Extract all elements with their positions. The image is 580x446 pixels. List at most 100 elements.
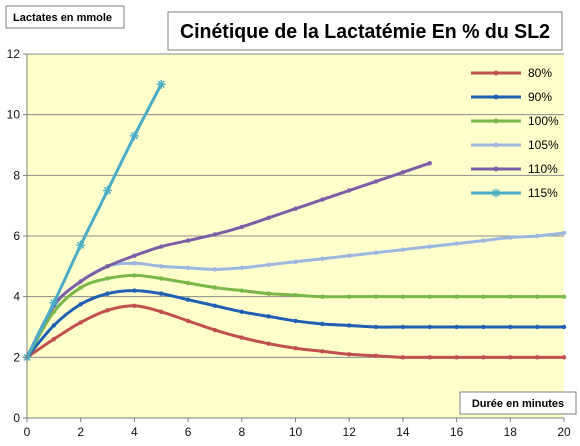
legend-item-105pct: 105% [471, 138, 559, 152]
series-point-80pct-20 [561, 355, 567, 360]
series-point-90pct-10 [293, 318, 298, 324]
series-point-90pct-13 [373, 324, 379, 330]
series-point-80pct-6 [185, 318, 191, 324]
series-point-105pct-10 [293, 259, 298, 264]
legend-marker-80pct [493, 70, 499, 76]
legend-label-80pct: 80% [528, 66, 552, 80]
series-point-80pct-18 [508, 355, 513, 360]
series-point-90pct-4 [132, 288, 137, 293]
legend-item-110pct: 110% [471, 162, 558, 176]
x-axis-label: Durée en minutes [472, 398, 564, 410]
series-point-110pct-9 [266, 215, 271, 220]
series-point-105pct-14 [400, 247, 406, 252]
x-tick-label-8: 16 [450, 425, 464, 439]
series-point-80pct-15 [427, 355, 432, 360]
series-point-110pct-6 [185, 238, 191, 243]
series-point-90pct-2 [78, 302, 83, 307]
series-point-105pct-7 [212, 267, 218, 272]
legend-marker-105pct [493, 142, 499, 148]
legend-label-100pct: 100% [528, 114, 559, 128]
series-point-100pct-7 [212, 285, 218, 290]
legend-label-110pct: 110% [528, 162, 558, 176]
x-tick-label-4: 8 [238, 425, 245, 439]
x-tick-label-1: 2 [77, 425, 84, 439]
series-point-115pct-1 [49, 298, 59, 308]
series-point-105pct-15 [427, 244, 432, 249]
series-point-105pct-20 [561, 230, 567, 236]
series-point-110pct-11 [320, 197, 325, 202]
y-tick-label-6: 12 [7, 47, 21, 61]
legend-item-80pct: 80% [471, 66, 552, 80]
x-tick-label-6: 12 [343, 425, 357, 439]
series-point-100pct-4 [132, 273, 137, 278]
series-point-110pct-4 [132, 253, 137, 258]
series-point-80pct-12 [347, 352, 352, 357]
legend-label-90pct: 90% [528, 90, 552, 104]
series-point-110pct-2 [78, 279, 83, 284]
x-axis-label-box: Durée en minutes [459, 391, 577, 415]
series-point-90pct-1 [51, 323, 57, 328]
legend-marker-90pct [493, 94, 499, 100]
series-point-100pct-3 [105, 276, 110, 281]
series-point-90pct-3 [105, 291, 110, 296]
legend-item-115pct: 115% [471, 186, 558, 200]
series-point-110pct-3 [105, 264, 110, 269]
series-point-110pct-15 [427, 161, 432, 166]
series-point-115pct-5 [156, 79, 166, 89]
series-point-100pct-18 [508, 294, 513, 299]
series-point-100pct-13 [373, 294, 379, 299]
chart-title-box: Cinétique de la Lactatémie En % du SL2 [167, 11, 563, 51]
series-point-110pct-14 [400, 170, 406, 175]
series-point-100pct-8 [239, 288, 244, 293]
series-point-80pct-10 [293, 346, 298, 351]
series-point-90pct-14 [400, 324, 406, 330]
legend-label-105pct: 105% [528, 138, 559, 152]
legend-label-115pct: 115% [528, 186, 558, 200]
x-tick-label-7: 14 [396, 425, 410, 439]
series-point-100pct-10 [293, 292, 298, 298]
series-point-80pct-4 [132, 303, 137, 308]
series-point-105pct-9 [266, 262, 271, 268]
series-point-90pct-6 [185, 297, 191, 302]
series-point-90pct-7 [212, 303, 218, 308]
x-tick-label-3: 6 [185, 425, 192, 439]
y-tick-label-5: 10 [7, 108, 21, 122]
series-point-105pct-4 [132, 261, 137, 266]
series-point-90pct-12 [347, 323, 352, 328]
series-point-105pct-12 [347, 253, 352, 258]
series-point-100pct-19 [534, 294, 540, 299]
legend: 80% 90% 100% 105% 110% 115% [471, 66, 559, 200]
series-point-90pct-15 [427, 324, 432, 330]
series-point-90pct-18 [508, 324, 513, 330]
series-point-110pct-13 [373, 179, 379, 184]
series-point-100pct-11 [320, 294, 325, 299]
series-point-90pct-19 [534, 324, 540, 330]
series-point-80pct-16 [454, 355, 459, 360]
series-point-110pct-5 [159, 244, 164, 249]
series-point-100pct-15 [427, 294, 432, 299]
series-point-110pct-12 [347, 188, 352, 193]
y-axis-label: Lactates en mmole [13, 12, 112, 24]
series-point-90pct-16 [454, 324, 459, 330]
x-tick-label-0: 0 [24, 425, 31, 439]
series-point-80pct-1 [51, 336, 57, 342]
series-line-110pct [25, 161, 432, 359]
series-point-80pct-19 [534, 355, 540, 360]
series-point-90pct-11 [320, 321, 325, 327]
legend-marker-115pct [491, 188, 501, 198]
series-point-80pct-11 [320, 349, 325, 354]
series-point-110pct-8 [239, 224, 244, 230]
legend-marker-100pct [493, 118, 499, 124]
y-tick-label-0: 0 [13, 411, 20, 425]
series-point-105pct-8 [239, 265, 244, 271]
series-point-80pct-9 [266, 341, 271, 346]
series-point-80pct-8 [239, 335, 244, 340]
series-point-80pct-17 [481, 355, 486, 360]
grid-lines [27, 53, 564, 358]
series-point-115pct-2 [76, 240, 86, 250]
tick-labels: 0 2 4 6 8 10 12 14 16 18 20 0 2 4 6 8 10 12 [7, 47, 571, 439]
series-point-80pct-3 [105, 308, 110, 313]
series-point-90pct-17 [481, 324, 486, 330]
